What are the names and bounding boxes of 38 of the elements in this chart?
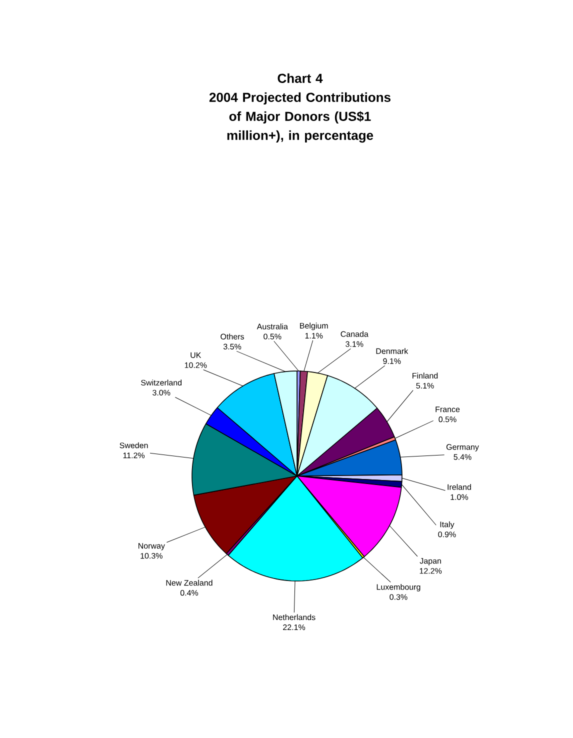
slice-label: Norway bbox=[138, 543, 165, 550]
slice-label: Italy bbox=[440, 521, 454, 529]
slice-label: New Zealand bbox=[166, 580, 212, 586]
data-label: 3.0% bbox=[152, 390, 170, 396]
data-label: 0.3% bbox=[390, 594, 408, 600]
data-label: 11.2% bbox=[123, 452, 145, 458]
slice-label: Australia bbox=[256, 324, 288, 330]
slice-label: Germany bbox=[446, 444, 479, 452]
data-label: 12.2% bbox=[420, 568, 442, 574]
data-label: 1.0% bbox=[450, 494, 468, 500]
chart-title: Chart 4 bbox=[278, 73, 323, 83]
data-label: 5.4% bbox=[454, 454, 472, 460]
slice-label: UK bbox=[190, 352, 202, 358]
data-label: 0.5% bbox=[438, 416, 456, 422]
slice-label: Belgium bbox=[300, 322, 328, 330]
slice-label: Denmark bbox=[376, 348, 408, 354]
slice-label: Canada bbox=[340, 331, 368, 337]
data-label: 5.1% bbox=[416, 382, 434, 389]
slice-label: Switzerland bbox=[141, 380, 182, 386]
slice-label: Finland bbox=[412, 372, 438, 379]
data-label: 22.1% bbox=[283, 624, 306, 630]
slice-label: Luxembourg bbox=[376, 584, 420, 592]
data-label: 0.9% bbox=[438, 532, 456, 538]
data-label: 9.1% bbox=[383, 358, 401, 364]
slice-label: Ireland bbox=[448, 484, 471, 490]
data-label: 0.5% bbox=[264, 334, 282, 340]
data-label: 10.3% bbox=[140, 552, 162, 559]
data-label: 1.1% bbox=[305, 332, 323, 339]
data-label: 0.4% bbox=[180, 590, 198, 596]
slice-label: Netherlands bbox=[273, 614, 316, 620]
data-label: 3.1% bbox=[346, 341, 364, 347]
data-label: 10.2% bbox=[184, 362, 207, 368]
data-label: 3.5% bbox=[223, 344, 242, 350]
slice-label: Sweden bbox=[120, 442, 148, 448]
slice-label: Japan bbox=[420, 558, 441, 566]
slice-label: France bbox=[436, 406, 460, 412]
slice-label: Others bbox=[220, 334, 244, 340]
chart-subtitle: 2004 Projected Contributions of Major Donors (US$1 million+), in percentage bbox=[209, 92, 390, 143]
